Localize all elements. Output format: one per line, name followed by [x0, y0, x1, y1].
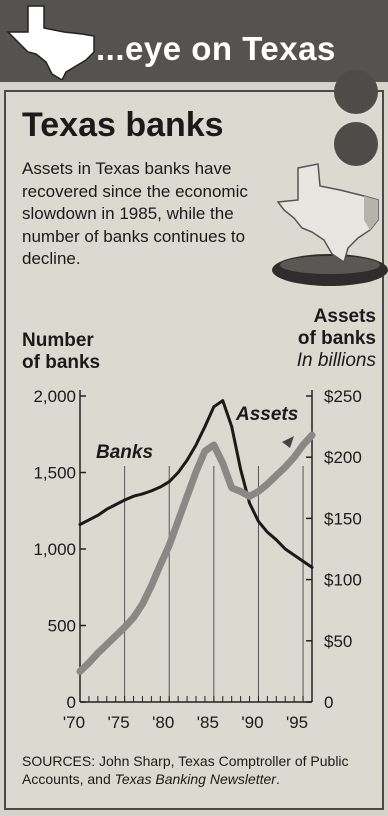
- x-tick-label-1985: '85: [197, 713, 219, 732]
- left-tick-label-500: 500: [48, 617, 76, 636]
- series-line-banks: [78, 399, 314, 569]
- right-tick-label-250: $250: [324, 387, 362, 406]
- sources-text: SOURCES: John Sharp, Texas Comptroller o…: [22, 753, 349, 787]
- left-tick-label-1500: 1,500: [33, 464, 76, 483]
- x-tick-label-1970: '70: [63, 713, 85, 732]
- left-axis-label-line1: Number: [22, 330, 94, 351]
- right-tick-label-150: $150: [324, 509, 362, 528]
- banner: ...eye on Texas: [0, 0, 388, 82]
- left-axis-label-line2: of banks: [22, 352, 101, 373]
- assets-pointer-icon: [282, 436, 294, 448]
- x-tick-label-1980: '80: [152, 713, 174, 732]
- sources-publication: Texas Banking Newsletter: [114, 771, 276, 787]
- right-axis-label-line1: Assets: [313, 306, 376, 327]
- chart-title: Texas banks: [22, 106, 224, 144]
- right-axis-label-line2: of banks: [297, 328, 376, 349]
- sources-note: SOURCES: John Sharp, Texas Comptroller o…: [22, 752, 372, 788]
- texas-outline-icon: [6, 5, 95, 80]
- left-tick-label-1000: 1,000: [33, 540, 76, 559]
- left-tick-label-0: 0: [67, 693, 76, 712]
- banner-title: ...eye on Texas: [96, 30, 336, 67]
- left-axis-label: Number of banks: [22, 330, 100, 374]
- right-axis-unit: In billions: [296, 350, 376, 371]
- right-axis-label: Assets of banks In billions: [297, 306, 376, 372]
- series-line-assets: [76, 431, 316, 675]
- series-label-assets: Assets: [235, 404, 298, 425]
- right-tick-label-200: $200: [324, 448, 362, 467]
- series-label-banks: Banks: [96, 442, 153, 463]
- intro-text: Assets in Texas banks have recovered sin…: [22, 159, 248, 268]
- right-tick-label-100: $100: [324, 571, 362, 590]
- texas-globe-graphic-icon: [272, 70, 388, 286]
- x-tick-label-1995: '95: [286, 713, 308, 732]
- sources-end: .: [275, 771, 280, 787]
- right-tick-label-0: 0: [324, 693, 333, 712]
- x-tick-label-1990: '90: [241, 713, 263, 732]
- x-tick-label-1975: '75: [108, 713, 130, 732]
- right-tick-label-50: $50: [324, 632, 352, 651]
- left-tick-label-2000: 2,000: [33, 387, 76, 406]
